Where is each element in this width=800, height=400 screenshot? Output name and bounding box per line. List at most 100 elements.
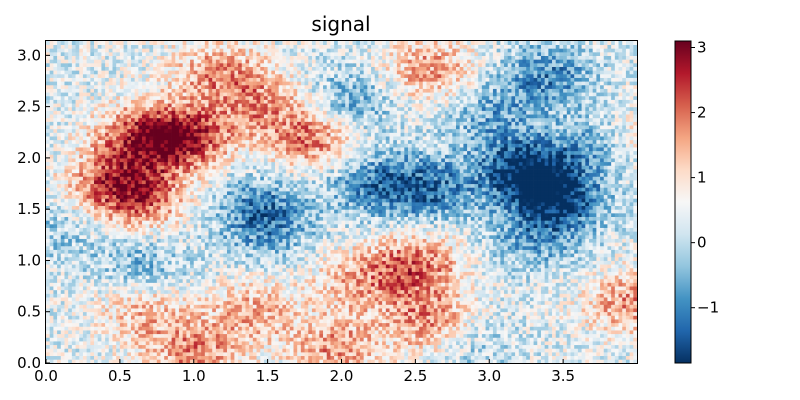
- heatmap-cell: [515, 337, 520, 342]
- heatmap-cell: [323, 311, 328, 316]
- heatmap-cell: [537, 322, 542, 327]
- heatmap-cell: [219, 315, 224, 320]
- heatmap-cell: [108, 352, 113, 357]
- heatmap-cell: [49, 275, 54, 280]
- heatmap-cell: [138, 337, 143, 342]
- heatmap-cell: [552, 297, 557, 302]
- heatmap-cell: [544, 300, 549, 305]
- heatmap-cell: [411, 359, 416, 364]
- heatmap-cell: [142, 300, 147, 305]
- heatmap-cell: [611, 322, 616, 327]
- heatmap-cell: [256, 253, 261, 258]
- heatmap-cell: [57, 297, 62, 302]
- heatmap-cell: [459, 275, 464, 280]
- heatmap-cell: [600, 271, 605, 276]
- heatmap-cell: [367, 297, 372, 302]
- heatmap-cell: [529, 282, 534, 287]
- heatmap-cell: [208, 278, 213, 283]
- heatmap-cell: [500, 359, 505, 364]
- heatmap-cell: [511, 330, 516, 335]
- heatmap-cell: [275, 278, 280, 283]
- heatmap-cell: [374, 260, 379, 265]
- heatmap-cell: [559, 293, 564, 298]
- heatmap-cell: [75, 275, 80, 280]
- heatmap-cell: [275, 311, 280, 316]
- heatmap-cell: [275, 267, 280, 272]
- heatmap-cell: [46, 311, 51, 316]
- heatmap-cell: [563, 348, 568, 353]
- heatmap-cell: [437, 293, 442, 298]
- heatmap-cell: [415, 275, 420, 280]
- heatmap-cell: [178, 300, 184, 305]
- heatmap-cell: [145, 253, 150, 258]
- heatmap-cell: [345, 352, 350, 357]
- heatmap-cell: [101, 311, 106, 316]
- heatmap-cell: [422, 359, 427, 364]
- heatmap-cell: [319, 289, 324, 294]
- heatmap-cell: [337, 293, 342, 298]
- heatmap-cell: [633, 300, 638, 305]
- heatmap-cell: [404, 297, 409, 302]
- heatmap-cell: [204, 300, 209, 305]
- heatmap-cell: [507, 264, 512, 269]
- heatmap-cell: [175, 297, 180, 302]
- heatmap-cell: [481, 267, 486, 272]
- heatmap-cell: [359, 275, 365, 280]
- heatmap-cell: [489, 330, 494, 335]
- heatmap-cell: [130, 322, 135, 327]
- heatmap-cell: [219, 249, 224, 254]
- heatmap-cell: [256, 319, 261, 324]
- heatmap-cell: [334, 344, 339, 349]
- heatmap-cell: [504, 330, 509, 335]
- heatmap-cell: [415, 322, 420, 327]
- heatmap-cell: [193, 256, 198, 261]
- heatmap-cell: [426, 326, 431, 331]
- heatmap-cell: [323, 249, 328, 254]
- heatmap-cell: [345, 282, 350, 287]
- heatmap-cell: [337, 330, 342, 335]
- heatmap-cell: [544, 260, 549, 265]
- heatmap-cell: [190, 319, 195, 324]
- heatmap-cell: [304, 304, 309, 309]
- heatmap-cell: [230, 359, 235, 364]
- heatmap-cell: [600, 344, 605, 349]
- heatmap-cell: [123, 293, 128, 298]
- heatmap-cell: [407, 293, 413, 298]
- heatmap-cell: [633, 275, 638, 280]
- heatmap-cell: [444, 352, 449, 357]
- heatmap-cell: [130, 315, 135, 320]
- heatmap-cell: [256, 260, 261, 265]
- heatmap-cell: [570, 337, 575, 342]
- heatmap-cell: [559, 311, 564, 316]
- heatmap-cell: [130, 245, 135, 250]
- heatmap-cell: [171, 319, 176, 324]
- heatmap-cell: [625, 300, 630, 305]
- heatmap-cell: [359, 260, 365, 265]
- heatmap-cell: [367, 341, 372, 346]
- heatmap-cell: [552, 300, 557, 305]
- heatmap-cell: [544, 355, 549, 360]
- heatmap-cell: [367, 289, 372, 294]
- heatmap-cell: [57, 267, 62, 272]
- heatmap-cell: [352, 308, 357, 313]
- heatmap-cell: [160, 245, 165, 250]
- heatmap-cell: [60, 249, 65, 254]
- heatmap-cell: [319, 352, 324, 357]
- heatmap-cell: [260, 282, 265, 287]
- heatmap-cell: [441, 286, 446, 291]
- heatmap-cell: [79, 359, 84, 364]
- heatmap-cell: [563, 297, 568, 302]
- heatmap-cell: [448, 315, 453, 320]
- heatmap-cell: [57, 337, 62, 342]
- heatmap-cell: [385, 256, 390, 261]
- heatmap-cell: [105, 311, 110, 316]
- heatmap-cell: [334, 275, 339, 280]
- heatmap-cell: [153, 253, 158, 258]
- heatmap-cell: [175, 308, 180, 313]
- heatmap-cell: [385, 333, 390, 338]
- heatmap-cell: [230, 315, 235, 320]
- heatmap-cell: [600, 289, 605, 294]
- heatmap-cell: [64, 322, 69, 327]
- heatmap-cell: [537, 337, 542, 342]
- heatmap-cell: [153, 286, 158, 291]
